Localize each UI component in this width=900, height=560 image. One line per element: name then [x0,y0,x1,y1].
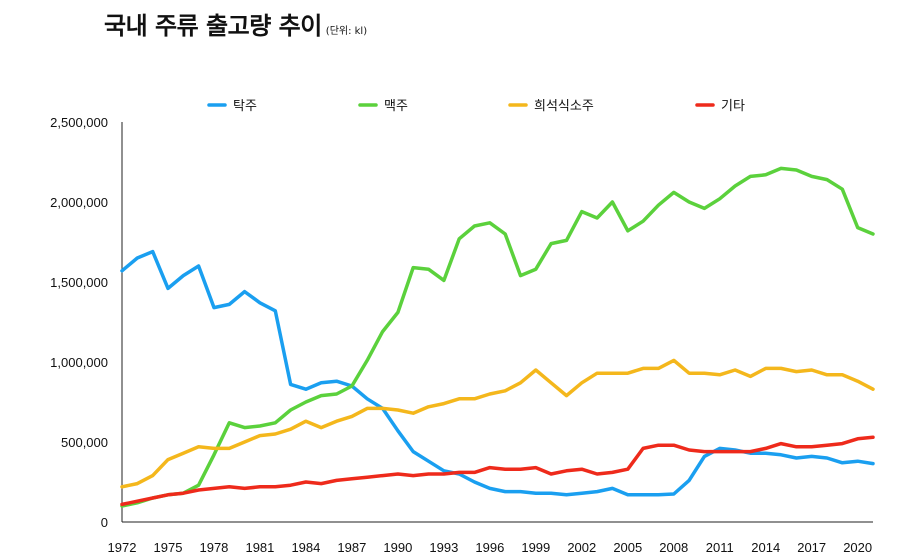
x-tick-label: 1987 [337,540,366,555]
y-tick-label: 500,000 [61,435,108,450]
x-tick-label: 2014 [751,540,780,555]
series-line [120,435,875,507]
x-tick-label: 2005 [613,540,642,555]
x-tick-label: 2020 [843,540,872,555]
chart-title-block: 국내 주류 출고량 추이 (단위: kl) [104,6,367,41]
legend-label: 기타 [721,99,745,114]
chart-axes: 0 500,000 1,000,000 1,500,000 2,000,000 2,500… [50,115,873,555]
legend-item: 탁주 [207,99,257,114]
chart-title: 국내 주류 출고량 추이 [104,12,322,40]
series-line [120,249,875,497]
y-tick-label: 1,500,000 [50,275,108,290]
x-tick-label: 2008 [659,540,688,555]
y-tick-label: 0 [101,515,108,530]
legend-label: 탁주 [233,99,257,114]
legend-label: 맥주 [384,99,408,114]
x-tick-label: 1990 [383,540,412,555]
chart-series [120,166,875,508]
x-tick-label: 1975 [154,540,183,555]
y-tick-label: 2,000,000 [50,195,108,210]
x-tick-label: 2002 [567,540,596,555]
x-tick-label: 1972 [108,540,137,555]
x-tick-label: 1993 [429,540,458,555]
x-tick-label: 2011 [706,540,734,555]
x-tick-label: 1999 [521,540,550,555]
series-line [120,358,875,489]
legend-item: 희석식소주 [508,99,594,114]
legend-label: 희석식소주 [534,99,594,114]
x-tick-label: 1984 [291,540,320,555]
series-line [120,166,875,508]
legend-item: 기타 [695,99,745,114]
x-tick-label: 1978 [199,540,228,555]
y-tick-label: 1,000,000 [50,355,108,370]
x-tick-label: 1981 [245,540,274,555]
y-tick-label: 2,500,000 [50,115,108,130]
chart-unit: (단위: kl) [325,26,368,37]
chart-legend: 탁주 맥주 희석식소주 기타 [207,99,745,114]
x-tick-label: 1996 [475,540,504,555]
legend-item: 맥주 [358,99,408,114]
x-tick-label: 2017 [797,540,826,555]
